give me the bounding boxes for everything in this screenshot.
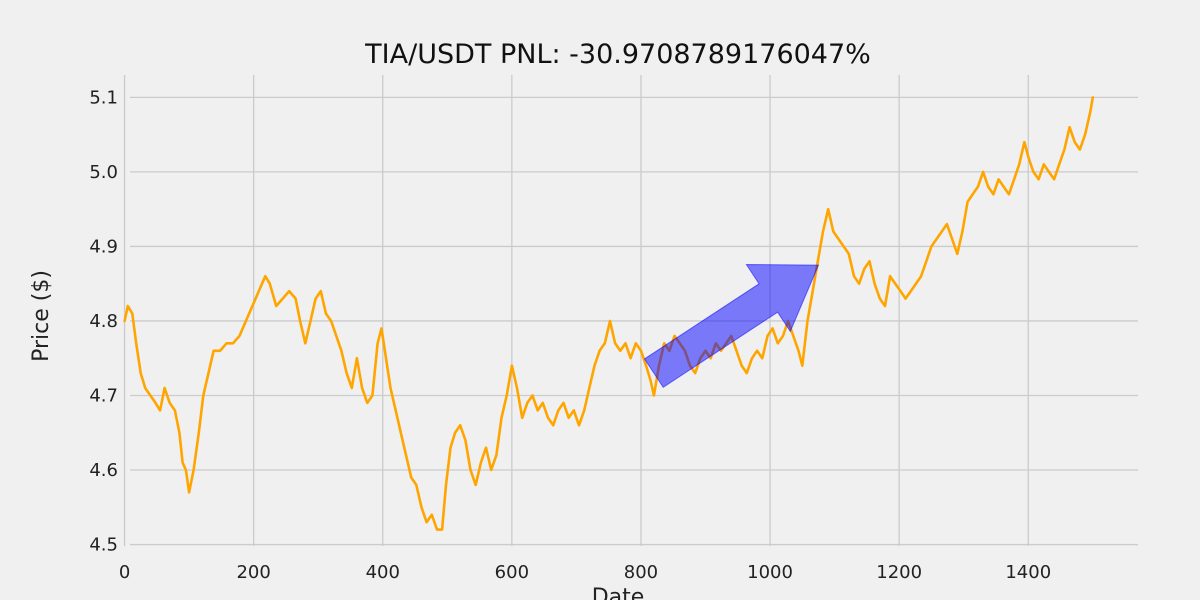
annotations bbox=[643, 263, 820, 388]
y-tick-label: 4.8 bbox=[89, 311, 118, 332]
chart-title: TIA/USDT PNL: -30.9708789176047% bbox=[364, 39, 871, 70]
y-tick-label: 4.7 bbox=[89, 385, 118, 406]
y-tick-label: 5.1 bbox=[89, 87, 118, 108]
x-axis-label: Date bbox=[592, 585, 645, 600]
x-tick-label: 800 bbox=[624, 562, 658, 583]
price-series-line bbox=[123, 96, 1095, 531]
y-axis-label: Price ($) bbox=[29, 270, 54, 362]
x-tick-label: 1400 bbox=[1005, 562, 1051, 583]
x-axis-ticks: 0 200 400 600 800 1000 1200 1400 bbox=[119, 562, 1051, 583]
grid bbox=[123, 75, 1138, 546]
y-tick-label: 4.9 bbox=[89, 236, 118, 257]
x-tick-label: 400 bbox=[366, 562, 400, 583]
y-tick-label: 5.0 bbox=[89, 162, 118, 183]
x-tick-label: 200 bbox=[236, 562, 270, 583]
y-axis-ticks: 4.5 4.6 4.7 4.8 4.9 5.0 5.1 bbox=[89, 87, 118, 555]
y-tick-label: 4.6 bbox=[89, 460, 118, 481]
x-tick-label: 1000 bbox=[747, 562, 793, 583]
x-tick-label: 1200 bbox=[876, 562, 922, 583]
y-tick-label: 4.5 bbox=[89, 535, 118, 556]
x-tick-label: 0 bbox=[119, 562, 130, 583]
x-tick-label: 600 bbox=[495, 562, 529, 583]
trend-arrow bbox=[643, 263, 820, 388]
series bbox=[123, 96, 1095, 531]
